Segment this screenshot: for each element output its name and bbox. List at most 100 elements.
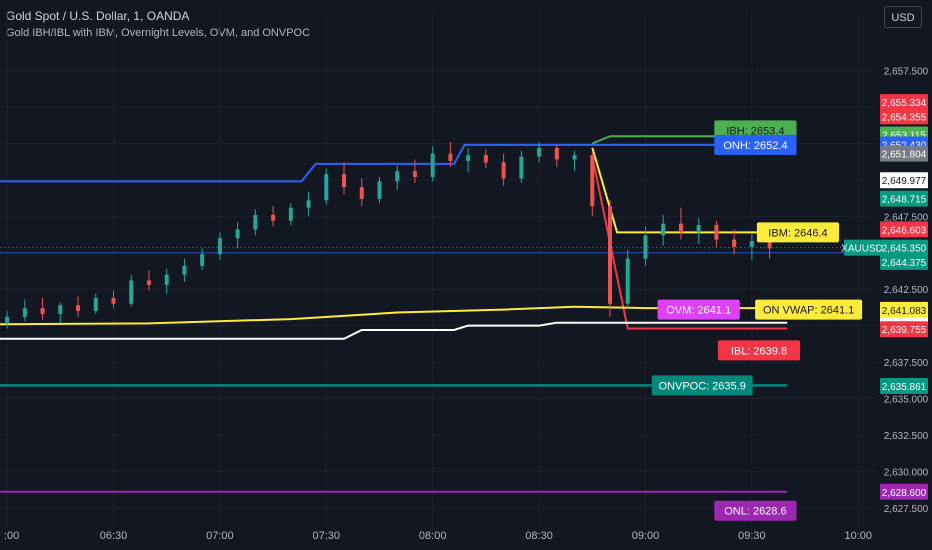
- candle-body[interactable]: [288, 207, 293, 221]
- candle-body[interactable]: [749, 241, 754, 247]
- indicator-title[interactable]: Gold IBH/IBL with IBM, Overnight Levels,…: [6, 27, 311, 39]
- y-tick-label: 2,647.500: [884, 212, 929, 223]
- price-tag-bg: [880, 239, 928, 256]
- y-tick-label: 2,635.000: [884, 395, 929, 406]
- candle-body[interactable]: [359, 187, 364, 199]
- y-tick-label: 2,630.000: [884, 467, 929, 478]
- x-tick-label: 07:30: [313, 530, 341, 542]
- x-tick-label: :00: [4, 530, 19, 542]
- candle-body[interactable]: [466, 155, 471, 161]
- y-tick-label: 2,632.500: [884, 431, 929, 442]
- candle-body[interactable]: [643, 235, 648, 259]
- candle-body[interactable]: [271, 214, 276, 221]
- candle-body[interactable]: [217, 238, 222, 255]
- candle-body[interactable]: [235, 229, 240, 239]
- candle-body[interactable]: [590, 155, 595, 207]
- candle-body[interactable]: [572, 155, 577, 160]
- x-tick-label: 09:30: [738, 530, 766, 542]
- y-tick-label: 2,657.500: [884, 67, 929, 78]
- x-tick-label: 06:30: [100, 530, 128, 542]
- candle-body[interactable]: [767, 241, 772, 249]
- price-tag-bg: [880, 301, 928, 318]
- candle-body[interactable]: [732, 239, 737, 247]
- ibm-label: IBM: 2646.4: [756, 222, 840, 243]
- price-tag: 2,641.083: [880, 301, 928, 318]
- price-tag-bg: [880, 253, 928, 270]
- candle-body[interactable]: [501, 162, 506, 179]
- symbol-tag-bg: [844, 239, 880, 256]
- candle-body[interactable]: [519, 156, 524, 179]
- price-tag-bg: [880, 108, 928, 125]
- candle-body[interactable]: [253, 214, 258, 230]
- candle-body[interactable]: [58, 305, 63, 314]
- ovm-label-bg: [657, 299, 740, 320]
- candle-body[interactable]: [22, 308, 27, 317]
- price-tag: 2,649.977: [880, 172, 928, 189]
- candle-body[interactable]: [608, 206, 613, 304]
- price-tag-text: 2,641.083: [882, 306, 927, 317]
- candle-body[interactable]: [40, 308, 45, 314]
- candle-body[interactable]: [111, 297, 116, 304]
- level-line-onh_blue: [0, 143, 788, 183]
- candle-body[interactable]: [76, 305, 81, 312]
- candle-body[interactable]: [554, 147, 559, 160]
- price-tag-text: 2,645.350: [882, 244, 927, 255]
- currency-button[interactable]: USD: [884, 6, 922, 28]
- price-tag: 2,646.603: [880, 221, 928, 238]
- level-line-on_vwap: [0, 305, 788, 326]
- onh-label: ONH: 2652.4: [714, 134, 797, 155]
- x-tick-label: 09:00: [632, 530, 660, 542]
- ibl-label-bg: [717, 340, 801, 361]
- candle-body[interactable]: [661, 223, 666, 236]
- y-tick-label: 2,642.500: [884, 285, 929, 296]
- on-vwap-label-text: ON VWAP: 2641.1: [763, 305, 854, 317]
- price-tag-text: 2,648.715: [882, 195, 927, 206]
- ibl-label: IBL: 2639.8: [717, 340, 801, 361]
- candle-body[interactable]: [377, 181, 382, 199]
- candle-body[interactable]: [182, 265, 187, 275]
- candle-body[interactable]: [324, 174, 329, 201]
- price-tag: 2,644.375: [880, 253, 928, 270]
- candle-body[interactable]: [537, 147, 542, 157]
- candle-body[interactable]: [164, 274, 169, 285]
- y-tick-label: 2,637.500: [884, 358, 929, 369]
- price-tag-text: 2,655.334: [882, 98, 927, 109]
- candle-body[interactable]: [678, 223, 683, 233]
- candle-body[interactable]: [93, 297, 98, 312]
- candle-body[interactable]: [430, 153, 435, 177]
- price-tag-bg: [880, 321, 928, 338]
- candle-body[interactable]: [625, 258, 630, 304]
- onvpoc-label: ONVPOC: 2635.9: [651, 375, 753, 396]
- x-tick-label: 10:00: [845, 530, 873, 542]
- candle-body[interactable]: [342, 174, 347, 188]
- candle-body[interactable]: [412, 171, 417, 177]
- y-tick-label: 2,627.500: [884, 504, 929, 515]
- x-tick-label: 07:00: [206, 530, 234, 542]
- onl-label: ONL: 2628.6: [714, 500, 797, 521]
- candle-body[interactable]: [5, 316, 10, 323]
- candle-body[interactable]: [714, 225, 719, 240]
- candle-body[interactable]: [395, 171, 400, 182]
- price-tag: 2,628.600: [880, 483, 928, 500]
- candle-body[interactable]: [696, 225, 701, 233]
- price-tag-bg: [880, 94, 928, 111]
- candle-body[interactable]: [129, 280, 134, 304]
- candle-body[interactable]: [200, 254, 205, 266]
- candle-body[interactable]: [483, 155, 488, 163]
- onl-label-text: ONL: 2628.6: [724, 506, 786, 518]
- candle-body[interactable]: [146, 280, 151, 285]
- price-tag: 2,639.755: [880, 321, 928, 338]
- candle-body[interactable]: [306, 200, 311, 208]
- price-tag-bg: [880, 172, 928, 189]
- ibm-label-bg: [756, 222, 840, 243]
- price-tag-text: 2,651.804: [882, 150, 927, 161]
- candle-body[interactable]: [448, 153, 453, 161]
- ovm-label-text: OVM: 2641.1: [666, 305, 731, 317]
- chart-title: Gold Spot / U.S. Dollar, 1, OANDA: [6, 9, 190, 23]
- price-tag-text: 2,644.375: [882, 258, 927, 269]
- price-tag: 2,655.334: [880, 94, 928, 111]
- price-tag: 2,648.715: [880, 190, 928, 207]
- on-vwap-label-bg: [755, 299, 863, 320]
- price-tag-text: 2,654.355: [882, 112, 927, 123]
